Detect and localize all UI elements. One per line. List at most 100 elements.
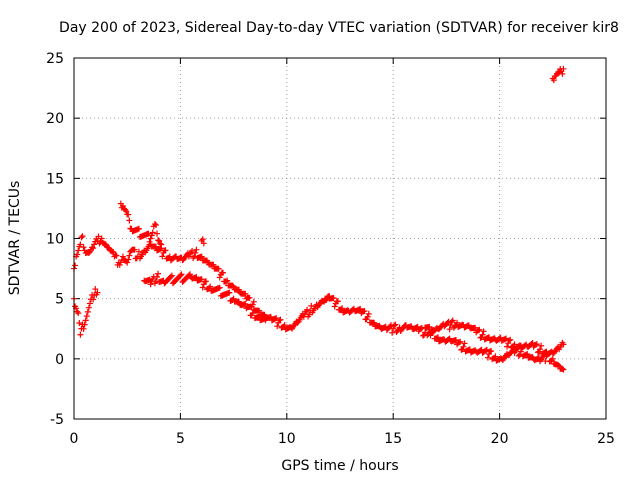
main-trace-point	[476, 326, 483, 333]
main-trace-point	[390, 325, 397, 332]
main-trace-point	[281, 322, 288, 329]
lower-branch-point	[147, 281, 154, 288]
main-trace-point	[98, 235, 105, 242]
main-trace-point	[504, 343, 511, 350]
main-trace-point	[249, 301, 256, 308]
upper-spikes-point	[148, 232, 155, 239]
lower-branch-point	[81, 321, 88, 328]
lower-branch-point	[153, 274, 160, 281]
lower-branch-point	[461, 340, 468, 347]
main-trace-point	[216, 274, 223, 281]
main-trace-point	[479, 331, 486, 338]
late-cluster-point	[550, 77, 557, 84]
main-trace-point	[304, 306, 311, 313]
upper-spikes-point	[199, 236, 206, 243]
main-trace-point	[193, 246, 200, 253]
lower-branch-point	[199, 284, 206, 291]
upper-spikes-point	[125, 211, 132, 218]
lower-branch-point	[242, 300, 249, 307]
main-trace-point	[77, 241, 84, 248]
main-trace-point	[152, 243, 159, 250]
lower-branch-point	[518, 345, 525, 352]
lower-branch-point	[207, 283, 214, 290]
x-tick-label: 0	[70, 431, 79, 447]
main-trace-point	[126, 252, 133, 259]
lower-branch-point	[75, 310, 82, 317]
main-trace-point	[480, 328, 487, 335]
x-tick-label: 10	[278, 431, 296, 447]
lower-branch-point	[482, 347, 489, 354]
upper-spikes-point	[153, 230, 160, 237]
lower-branch-point	[246, 303, 253, 310]
x-tick-label: 5	[176, 431, 185, 447]
lower-branch-point	[559, 365, 566, 372]
main-trace-point	[334, 298, 341, 305]
upper-spikes-point	[145, 230, 152, 237]
lower-branch-point	[483, 346, 490, 353]
x-tick-label: 15	[384, 431, 402, 447]
main-trace-point	[90, 245, 97, 252]
main-trace-point	[223, 278, 230, 285]
main-trace-point	[506, 337, 513, 344]
main-trace-point	[339, 305, 346, 312]
main-trace-point	[447, 322, 454, 329]
lower-branch-point	[235, 298, 242, 305]
y-tick-label: -5	[50, 412, 64, 428]
main-trace-point	[95, 233, 102, 240]
upper-spikes-point	[156, 237, 163, 244]
main-trace-point	[191, 253, 198, 260]
upper-spikes-point	[200, 240, 207, 247]
lower-branch-point	[186, 271, 193, 278]
main-trace-point	[124, 259, 131, 266]
main-trace-point	[507, 336, 514, 343]
lower-branch-point	[178, 271, 185, 278]
main-trace-point	[242, 290, 249, 297]
x-tick-label: 25	[597, 431, 615, 447]
main-trace-point	[308, 302, 315, 309]
lower-branch-point	[460, 343, 467, 350]
main-trace-point	[277, 316, 284, 323]
main-trace-point	[511, 341, 518, 348]
lower-branch-point	[524, 351, 531, 358]
main-trace-point	[502, 335, 509, 342]
main-trace-point	[110, 249, 117, 256]
main-trace-point	[215, 265, 222, 272]
main-trace-point	[192, 249, 199, 256]
main-trace-point	[274, 323, 281, 330]
upper-spikes-point	[123, 208, 130, 215]
main-trace-point	[365, 310, 372, 317]
y-tick-label: 5	[55, 292, 64, 308]
main-trace-point	[159, 253, 166, 260]
y-tick-label: 0	[55, 352, 64, 368]
lower-branch-point	[85, 304, 92, 311]
upper-spikes-point	[152, 222, 159, 229]
upper-spikes-point	[325, 293, 332, 300]
main-trace-point	[250, 298, 257, 305]
lower-branch-point	[492, 353, 499, 360]
main-trace-point	[537, 346, 544, 353]
main-trace-point	[387, 323, 394, 330]
lower-branch-point	[202, 278, 209, 285]
y-tick-label: 25	[46, 51, 64, 67]
upper-spikes-point	[149, 229, 156, 236]
main-trace-point	[533, 341, 540, 348]
y-tick-label: 20	[46, 111, 64, 127]
main-trace-point	[74, 251, 81, 258]
y-tick-label: 15	[46, 171, 64, 187]
main-trace-point	[331, 303, 338, 310]
main-trace-point	[229, 282, 236, 289]
main-trace-point	[392, 321, 399, 328]
x-axis-title: GPS time / hours	[281, 458, 398, 474]
main-trace-point	[235, 286, 242, 293]
y-axis-title: SDTVAR / TECUs	[7, 181, 23, 296]
lower-branch-point	[90, 296, 97, 303]
lower-branch-point	[86, 300, 93, 307]
lower-branch-point	[77, 331, 84, 338]
lower-branch-point	[262, 317, 269, 324]
lower-branch-point	[560, 366, 567, 373]
main-trace-point	[560, 341, 567, 348]
main-trace-point	[135, 248, 142, 255]
main-trace-point	[417, 325, 424, 332]
main-trace-point	[219, 269, 226, 276]
main-trace-point	[189, 247, 196, 254]
